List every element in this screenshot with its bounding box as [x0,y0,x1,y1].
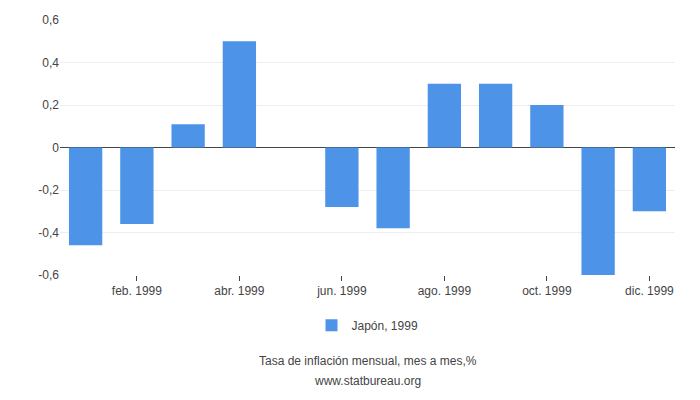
svg-text:jun. 1999: jun. 1999 [316,284,367,298]
svg-text:-0,4: -0,4 [38,226,59,240]
svg-text:-0,6: -0,6 [38,268,59,282]
svg-text:abr. 1999: abr. 1999 [214,284,264,298]
svg-text:feb. 1999: feb. 1999 [112,284,162,298]
svg-text:-0,2: -0,2 [38,183,59,197]
svg-text:oct. 1999: oct. 1999 [522,284,572,298]
svg-text:0: 0 [52,141,59,155]
svg-text:0,4: 0,4 [42,56,59,70]
svg-text:www.statbureau.org: www.statbureau.org [314,374,421,388]
svg-text:0,6: 0,6 [42,13,59,27]
svg-text:dic. 1999: dic. 1999 [625,284,674,298]
svg-text:Tasa de inflación mensual, mes: Tasa de inflación mensual, mes a mes,% [259,354,477,368]
svg-text:ago. 1999: ago. 1999 [418,284,472,298]
svg-text:0,2: 0,2 [42,98,59,112]
svg-text:Japón, 1999: Japón, 1999 [352,319,418,333]
